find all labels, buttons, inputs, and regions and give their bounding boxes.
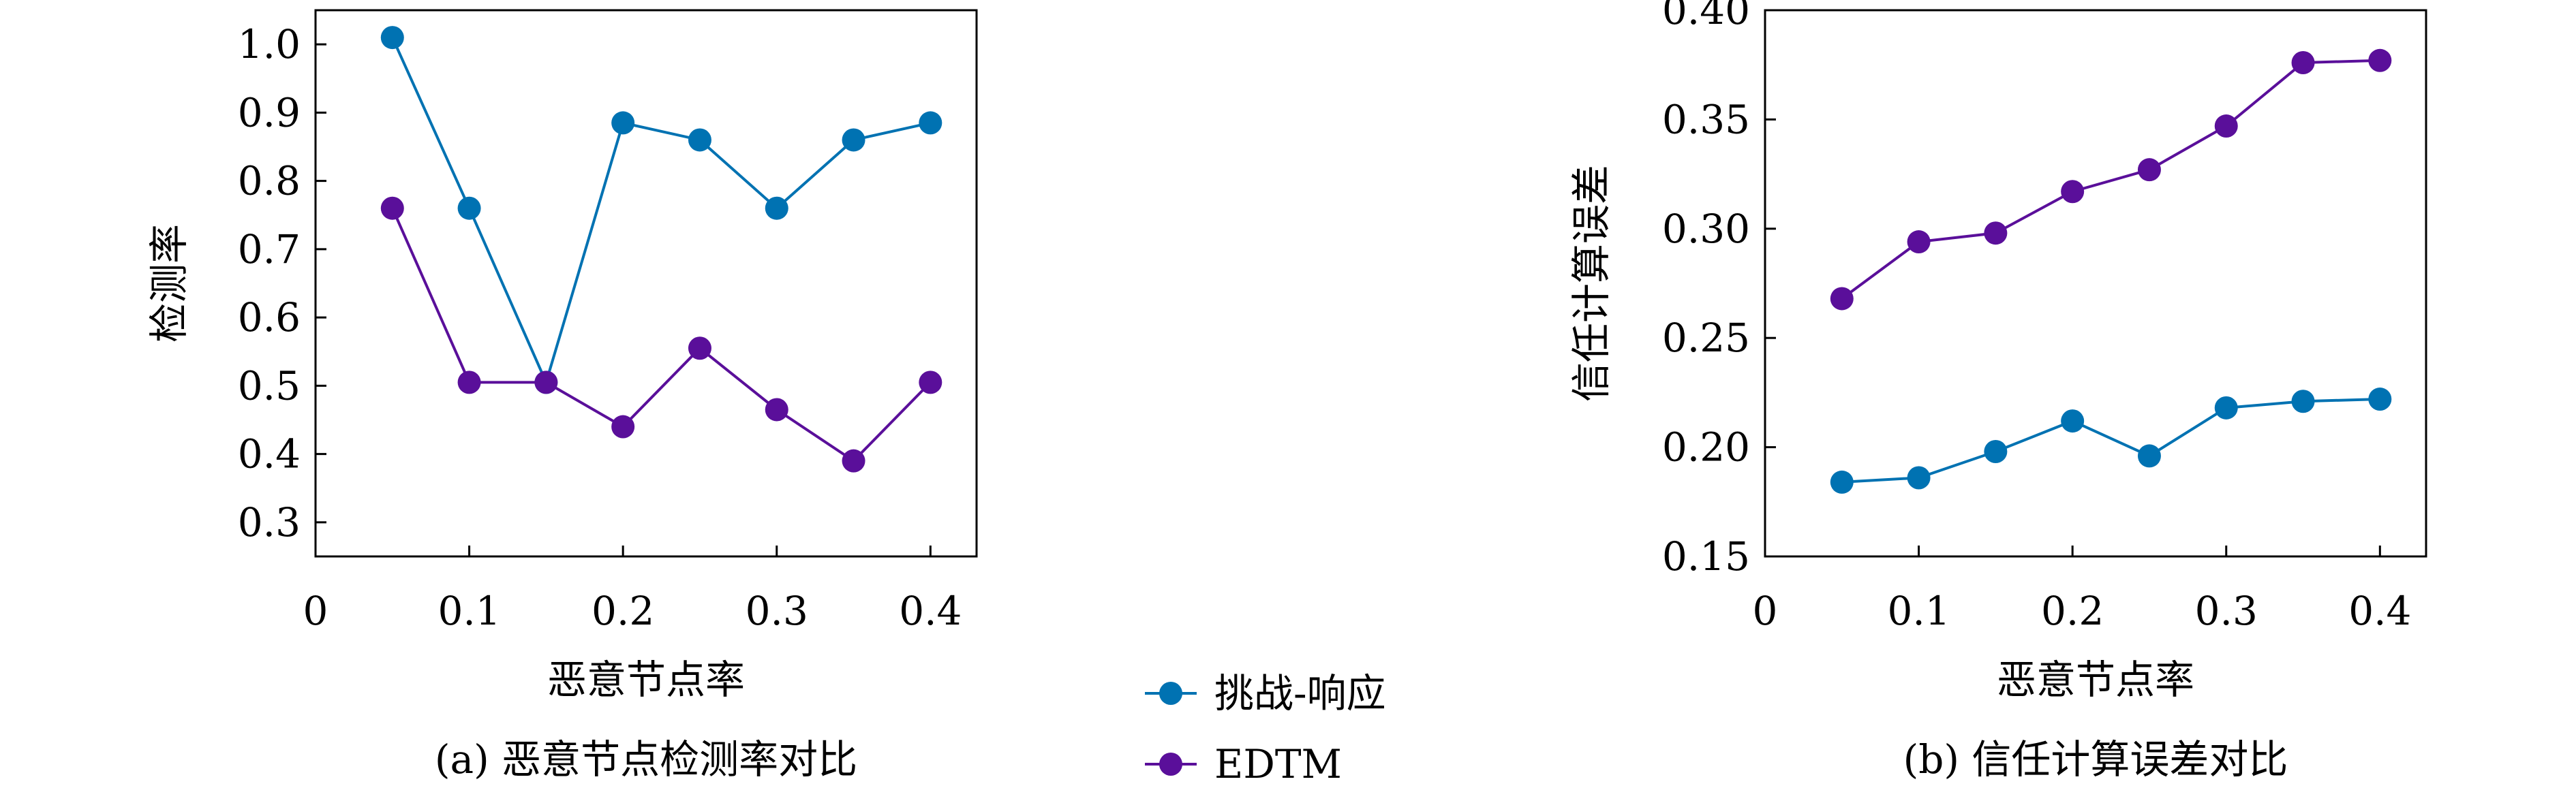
chart-b-y-tick-label: 0.35 [1662,96,1750,142]
legend-label-1: 挑战-响应 [1214,670,1386,716]
chart-a-x-axis-label: 恶意节点率 [547,657,745,703]
chart-b-series [1830,48,2392,494]
legend: 挑战-响应 EDTM [1145,670,1386,787]
chart-b-y-tick-label: 0.30 [1662,206,1750,252]
chart-a-series-2-point [457,371,481,394]
chart-a-series-2-point [842,449,865,473]
chart-b-series-1-point [2291,390,2315,413]
chart-a-caption: (a) 恶意节点检测率对比 [435,736,857,783]
chart-b-x-tick-label: 0.3 [2195,588,2258,634]
chart-b: 0 0.1 0.2 0.3 0.4 0.15 0.20 0.25 0.30 0.35 0.40 恶意… [1568,0,2427,783]
legend-item-2: EDTM [1145,741,1342,787]
chart-b-series-1-line [1841,398,2380,484]
legend-swatch-marker-1 [1159,682,1182,705]
chart-b-ticks: 0 0.1 0.2 0.3 0.4 0.15 0.20 0.25 0.30 0.35 0.40 [1662,0,2412,634]
chart-b-series-1-point [2368,388,2392,411]
chart-a-series-2-point [765,398,788,422]
chart-a-series-2-point [611,415,635,439]
chart-a-ticks: 0 0.1 0.2 0.3 0.4 0.3 0.4 0.5 0.6 0.7 0.8 0.9 1.0 [238,21,962,634]
chart-b-plot-frame [1764,9,2427,558]
chart-a-series-2-point [380,196,404,220]
chart-a-y-tick-label: 0.7 [238,226,301,272]
chart-b-series-2-point [1984,221,2008,245]
legend-label-2: EDTM [1214,741,1342,787]
chart-a-y-tick-label: 0.6 [238,294,301,341]
chart-a-series-2-point [534,371,558,394]
chart-a-series-2-point [688,336,711,360]
chart-a-series-2-point [919,371,942,394]
chart-a-series-1-point [380,26,404,50]
chart-b-series-1-point [2214,396,2238,420]
chart-b-x-tick-label: 0 [1753,588,1778,634]
chart-a-series-1-point [765,196,788,220]
chart-a-y-axis-label: 检测率 [146,224,192,343]
chart-b-y-tick-label: 0.15 [1662,533,1750,580]
chart-a-x-tick-label: 0.1 [438,588,500,634]
chart-b-series-2-point [2061,180,2085,204]
chart-a-series-1-point [919,111,942,135]
chart-a-y-tick-label: 0.5 [238,362,301,409]
chart-a-y-tick-label: 0.9 [238,89,301,136]
chart-b-series-1-point [1984,440,2008,464]
chart-b-series-2-point [2137,158,2161,182]
chart-a-series-1-point [457,196,481,220]
chart-b-series-1-point [2137,444,2161,468]
legend-swatch-marker-2 [1159,753,1182,776]
chart-b-series-2-point [2291,50,2315,74]
chart-b-series-1-point [1907,466,1931,490]
chart-a-series-1-line [390,37,931,387]
chart-a-plot-frame [314,9,978,558]
chart-a-x-tick-label: 0.2 [592,588,654,634]
chart-b-x-tick-label: 0.2 [2041,588,2104,634]
chart-a-series-1-point [688,128,711,152]
legend-item-1: 挑战-响应 [1145,670,1386,716]
chart-b-series-2-point [1907,230,1931,254]
chart-b-x-tick-label: 0.4 [2348,588,2411,634]
chart-b-series-2-line [1841,59,2380,300]
chart-b-series-2-point [2214,114,2238,138]
chart-a-series-2-line [390,207,932,463]
chart-b-series-1-point [2061,409,2085,433]
chart-b-series-2-point [1830,287,1854,311]
chart-a-y-tick-label: 1.0 [238,21,301,67]
chart-b-x-tick-label: 0.1 [1887,588,1950,634]
chart-a-y-tick-label: 0.8 [238,158,301,204]
chart-a-x-tick-label: 0 [303,588,328,634]
chart-a-x-tick-label: 0.4 [899,588,962,634]
chart-a-series-1-point [842,128,865,152]
chart-b-caption: (b) 信任计算误差对比 [1903,736,2288,783]
chart-a: 0 0.1 0.2 0.3 0.4 0.3 0.4 0.5 0.6 0.7 0.8 0.9 1.0 恶意… [146,9,978,783]
chart-b-y-tick-label: 0.25 [1662,315,1750,361]
chart-b-series-2-point [2368,48,2392,72]
chart-a-y-tick-label: 0.3 [238,499,301,546]
chart-b-y-tick-label: 0.20 [1662,424,1750,471]
chart-b-series-1-point [1830,470,1854,494]
chart-a-series [380,26,942,473]
chart-a-y-tick-label: 0.4 [238,431,301,477]
chart-b-y-axis-label: 信任计算误差 [1568,165,1614,402]
chart-a-series-1-point [611,111,635,135]
chart-b-x-axis-label: 恶意节点率 [1997,657,2194,703]
chart-a-x-tick-label: 0.3 [746,588,808,634]
chart-b-y-tick-label: 0.40 [1662,0,1750,33]
